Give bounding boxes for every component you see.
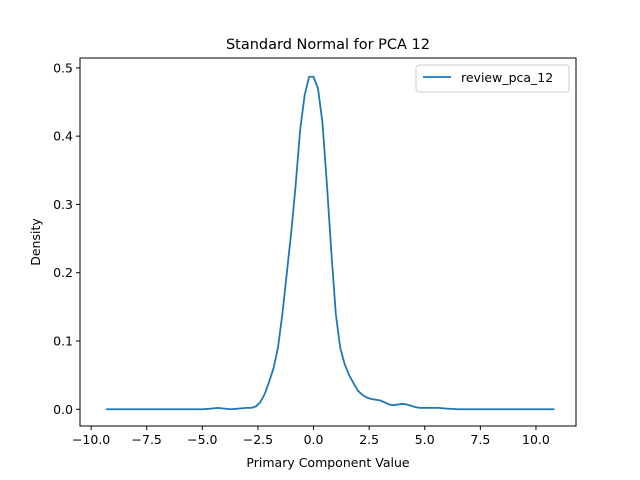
x-tick-label: −10.0 (72, 432, 110, 447)
y-tick-label: 0.1 (53, 333, 73, 348)
x-tick-label: 2.5 (359, 432, 379, 447)
y-tick-label: 0.5 (53, 60, 73, 75)
x-axis-label: Primary Component Value (246, 455, 409, 470)
x-tick-label: 5.0 (415, 432, 435, 447)
chart-title: Standard Normal for PCA 12 (226, 37, 430, 53)
y-axis-label: Density (28, 218, 43, 266)
y-tick-label: 0.3 (53, 197, 73, 212)
x-tick-label: 0.0 (304, 432, 324, 447)
x-tick-label: −5.0 (187, 432, 217, 447)
x-tick-label: 7.5 (470, 432, 490, 447)
y-tick-label: 0.4 (53, 129, 73, 144)
y-axis: 0.0 0.1 0.2 0.3 0.4 0.5 (53, 60, 80, 417)
x-tick-label: −2.5 (243, 432, 273, 447)
axes-frame (79, 57, 577, 427)
y-tick-label: 0.0 (53, 402, 73, 417)
x-axis: −10.0 −7.5 −5.0 −2.5 0.0 2.5 5.0 7.5 10.0 (72, 426, 550, 447)
plot-area (105, 75, 555, 411)
legend-label: review_pca_12 (461, 70, 553, 85)
legend-box (415, 64, 570, 93)
y-tick-label: 0.2 (53, 265, 73, 280)
legend: review_pca_12 (415, 64, 570, 93)
x-tick-label: −7.5 (132, 432, 162, 447)
x-tick-label: 10.0 (522, 432, 550, 447)
series-line-review_pca_12 (105, 75, 555, 411)
